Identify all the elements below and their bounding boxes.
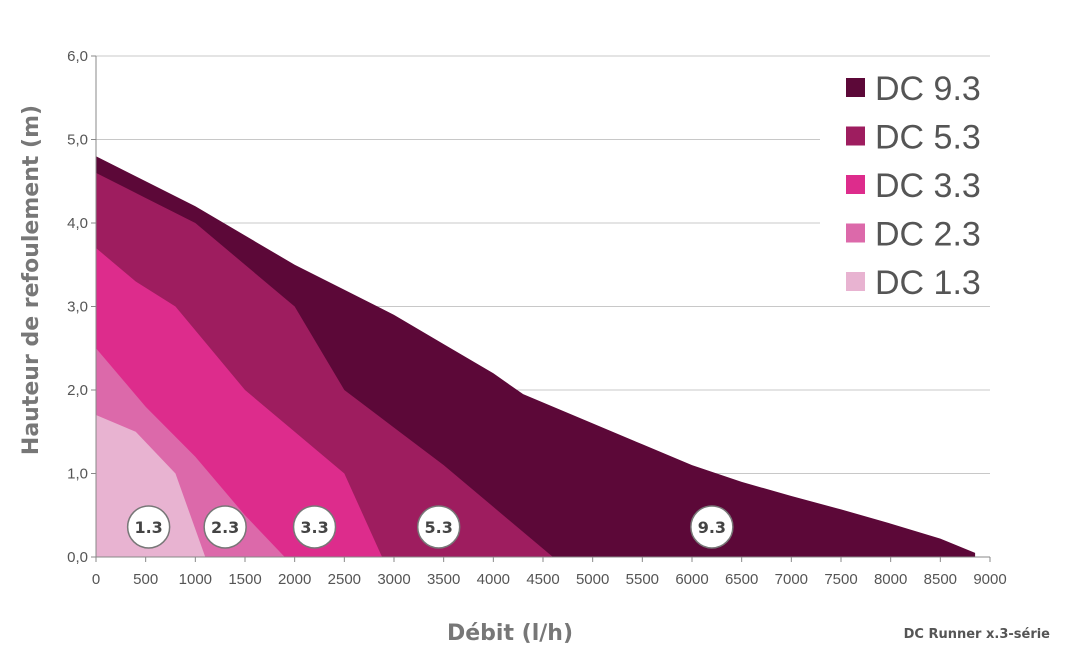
y-tick-label: 2,0: [67, 382, 88, 399]
x-tick-label: 6000: [675, 571, 708, 588]
x-tick-label: 5000: [576, 571, 609, 588]
badge-9.3: 9.3: [690, 505, 734, 549]
legend-item-1.3: DC 1.3: [846, 264, 981, 302]
area-series-1.3: [96, 415, 206, 557]
x-tick-label: 0: [92, 571, 100, 588]
legend-swatch: [846, 272, 865, 291]
x-tick-label: 7000: [775, 571, 808, 588]
legend-item-2.3: DC 2.3: [846, 216, 981, 254]
badge-label: 1.3: [134, 518, 162, 537]
badge-5.3: 5.3: [416, 505, 461, 549]
x-tick-label: 8000: [874, 571, 907, 588]
x-tick-label: 7500: [824, 571, 857, 588]
y-axis-title: Hauteur de refoulement (m): [19, 105, 44, 455]
legend-label: DC 3.3: [875, 167, 981, 205]
legend-label: DC 1.3: [875, 264, 981, 302]
x-tick-label: 4000: [477, 571, 510, 588]
legend-label: DC 5.3: [875, 119, 981, 157]
x-tick-label: 8500: [924, 571, 957, 588]
legend-swatch: [846, 126, 865, 146]
y-tick-label: 3,0: [67, 299, 88, 316]
legend-item-3.3: DC 3.3: [846, 167, 981, 205]
series-badges: 1.3 2.3 3.3 5.3 9.3: [126, 505, 734, 549]
y-tick-label: 6,0: [67, 48, 88, 65]
legend: DC 9.3 DC 5.3 DC 3.3 DC 2.3 DC 1.3: [820, 62, 990, 306]
footer-caption: DC Runner x.3-série: [904, 627, 1051, 642]
x-tick-label: 5500: [626, 571, 659, 588]
x-tick-label: 9000: [973, 571, 1006, 588]
legend-item-9.3: DC 9.3: [846, 70, 981, 108]
legend-swatch: [846, 175, 865, 194]
x-tick-label: 2500: [328, 571, 361, 588]
axes: 0,0 1,0 2,0 3,0 4,0 5,0 6,0 0 500 1000 1500 2000 250…: [67, 48, 1007, 588]
x-axis-title: Débit (l/h): [447, 621, 573, 646]
legend-label: DC 9.3: [875, 70, 981, 108]
badge-1.3: 1.3: [126, 505, 171, 549]
x-tick-label: 4500: [526, 571, 559, 588]
badge-2.3: 2.3: [203, 505, 247, 549]
badge-label: 9.3: [698, 518, 726, 537]
x-tick-label: 2000: [278, 571, 311, 588]
x-tick-label: 1500: [228, 571, 261, 588]
legend-item-5.3: DC 5.3: [846, 119, 981, 157]
badge-label: 3.3: [300, 518, 328, 537]
badge-3.3: 3.3: [292, 505, 337, 549]
x-tick-label: 1000: [179, 571, 212, 588]
x-tick-label: 500: [133, 571, 158, 588]
y-tick-label: 0,0: [67, 549, 88, 566]
legend-swatch: [846, 223, 865, 243]
y-tick-label: 1,0: [67, 466, 88, 483]
badge-label: 5.3: [425, 518, 453, 537]
badge-label: 2.3: [211, 518, 239, 537]
y-tick-label: 4,0: [67, 215, 88, 232]
legend-swatch: [846, 78, 865, 97]
x-tick-label: 3000: [377, 571, 410, 588]
y-tick-label: 5,0: [67, 132, 88, 149]
legend-label: DC 2.3: [875, 216, 981, 254]
x-tick-label: 3500: [427, 571, 460, 588]
series-areas: [96, 156, 976, 558]
x-tick-label: 6500: [725, 571, 758, 588]
